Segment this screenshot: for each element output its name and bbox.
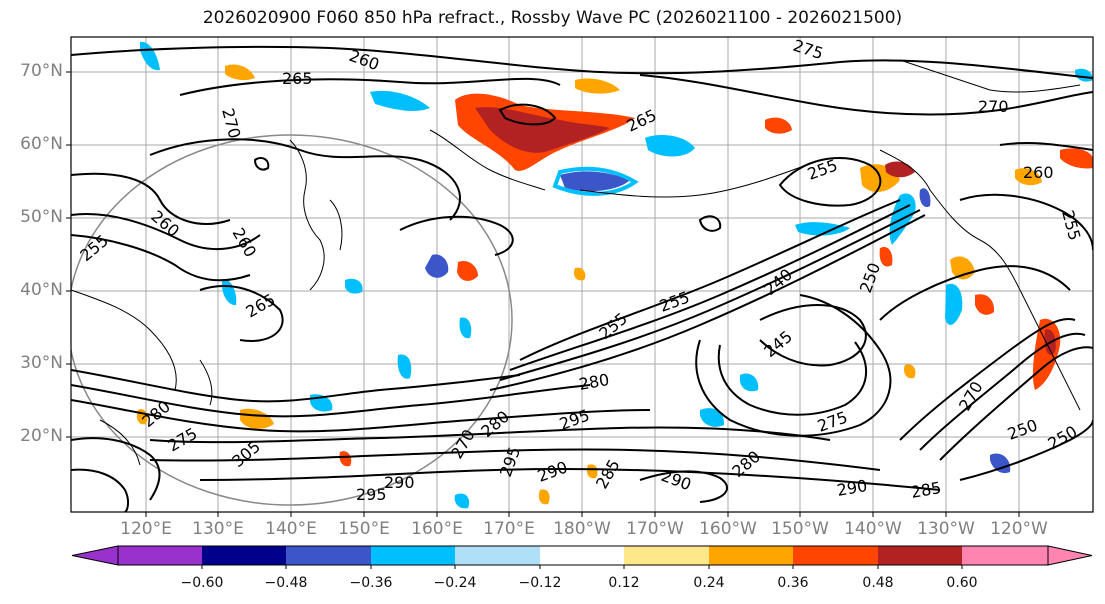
colorbar-tick-label: −0.12: [518, 575, 562, 591]
lon-label-140w: 140°W: [844, 519, 902, 539]
contour-label: 295: [356, 485, 387, 504]
colorbar-segment: [709, 546, 793, 565]
colorbar-tick-label: −0.48: [264, 575, 308, 591]
coastlines: [71, 59, 1081, 466]
lon-label-150w: 150°W: [771, 519, 829, 539]
colorbar-segment: [878, 546, 962, 565]
colorbar-segment: [286, 546, 371, 565]
colorbar-extend-max: [1047, 545, 1093, 566]
lon-label-120w: 120°W: [990, 519, 1048, 539]
contour-label: 270: [978, 97, 1009, 116]
colorbar-outline: [117, 545, 1049, 566]
colorbar-tick-label: 0.48: [862, 575, 894, 591]
lon-label-120e: 120°E: [120, 519, 172, 539]
colorbar-segment: [793, 546, 878, 565]
colorbar-tick-label: 0.36: [777, 575, 809, 591]
map-title: 2026020900 F060 850 hPa refract., Rossby…: [202, 8, 903, 28]
colorbar-segment: [540, 546, 624, 565]
lat-label-50n: 50°N: [20, 207, 63, 227]
colorbar-tick-label: −0.60: [180, 575, 224, 591]
contour-label: 290: [384, 473, 415, 492]
colorbar-segment: [455, 546, 540, 565]
height-contours: [71, 45, 1093, 512]
contour-label: 260: [1023, 163, 1054, 182]
colorbar-segment: [371, 546, 455, 565]
lon-label-170w: 170°W: [626, 519, 684, 539]
lon-label-140e: 140°E: [265, 519, 317, 539]
lon-label-170e: 170°E: [483, 519, 535, 539]
lon-label-150e: 150°E: [338, 519, 390, 539]
colorbar-segment: [624, 546, 709, 565]
lon-label-130e: 130°E: [192, 519, 244, 539]
lat-label-20n: 20°N: [20, 426, 63, 446]
colorbar-segment: [118, 546, 202, 565]
lon-label-130w: 130°W: [917, 519, 975, 539]
axis-ticks: [66, 71, 1020, 517]
colorbar-tick-label: 0.12: [608, 575, 640, 591]
lat-label-30n: 30°N: [20, 353, 63, 373]
lat-label-40n: 40°N: [20, 280, 63, 300]
colorbar-extend-min: [71, 545, 119, 566]
lat-label-70n: 70°N: [20, 61, 63, 81]
colorbar-segment: [962, 546, 1048, 565]
contour-label: 265: [282, 69, 313, 88]
lon-label-180w: 180°W: [553, 519, 611, 539]
map-area: 260 275 265 270 270 265 255 260 260 260 …: [71, 37, 1093, 512]
shaded-anomalies: [136, 41, 1093, 509]
colorbar-tick-label: −0.24: [433, 575, 477, 591]
lon-label-160w: 160°W: [699, 519, 757, 539]
colorbar-segment: [202, 546, 286, 565]
highlight-circle: [71, 134, 513, 506]
lat-label-60n: 60°N: [20, 134, 63, 154]
colorbar: [71, 545, 1093, 569]
colorbar-tick-label: 0.60: [946, 575, 978, 591]
colorbar-tick-label: −0.36: [349, 575, 393, 591]
lon-label-160e: 160°E: [411, 519, 463, 539]
colorbar-tick-label: 0.24: [693, 575, 725, 591]
